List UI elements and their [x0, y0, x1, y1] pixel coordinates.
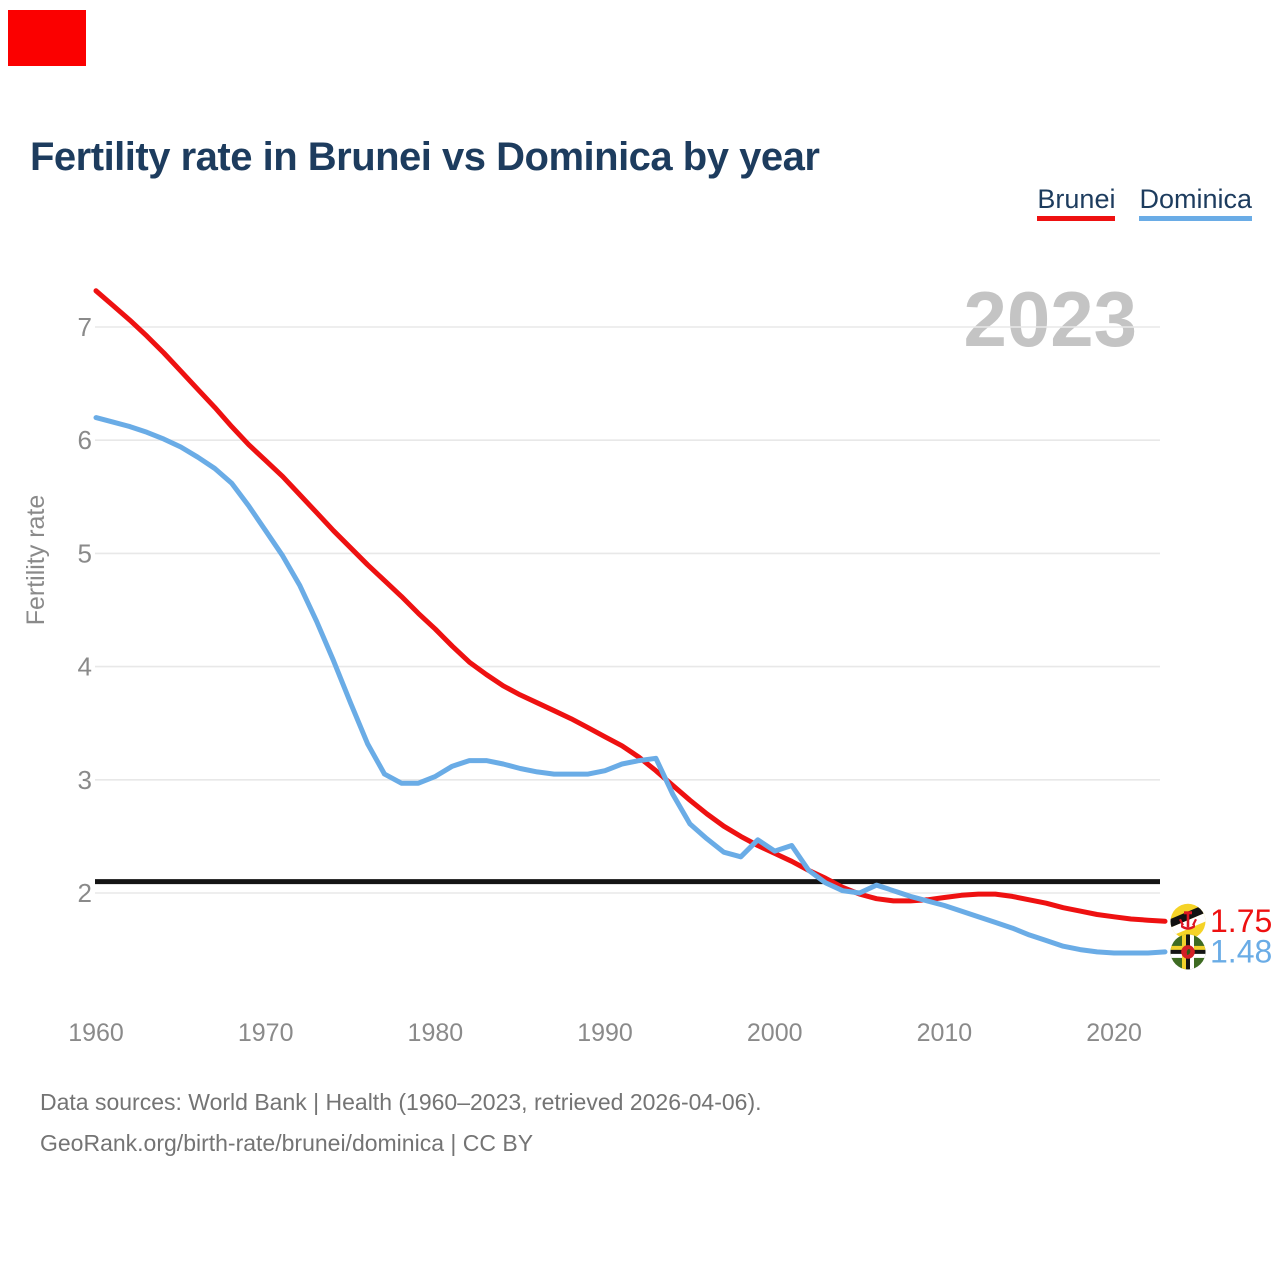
data-source-line1: Data sources: World Bank | Health (1960–…	[40, 1089, 762, 1115]
data-source-line2: GeoRank.org/birth-rate/brunei/dominica |…	[40, 1130, 534, 1156]
legend-item-brunei[interactable]: Brunei	[1037, 184, 1116, 221]
svg-text:2010: 2010	[917, 1019, 973, 1047]
svg-text:7: 7	[78, 312, 92, 342]
dominica-line	[93, 415, 1168, 956]
legend-label-dominica: Dominica	[1139, 184, 1252, 214]
chart-title: Fertility rate in Brunei vs Dominica by …	[30, 134, 820, 179]
svg-text:3: 3	[78, 765, 92, 795]
y-axis-tick-labels: 2 3 4 5 6 7	[78, 312, 92, 908]
legend-item-dominica[interactable]: Dominica	[1139, 186, 1252, 221]
year-watermark: 2023	[963, 275, 1137, 363]
y-axis-title: Fertility rate	[22, 495, 50, 626]
dominica-flag-icon	[1170, 934, 1206, 970]
svg-text:2020: 2020	[1086, 1019, 1142, 1047]
brunei-end-value: 1.75	[1210, 903, 1272, 939]
svg-text:2: 2	[78, 878, 92, 908]
svg-text:4: 4	[78, 652, 92, 682]
data-source: Data sources: World Bank | Health (1960–…	[40, 1082, 762, 1164]
legend-label-brunei: Brunei	[1037, 184, 1116, 214]
brunei-line	[93, 288, 1168, 924]
svg-text:1960: 1960	[68, 1019, 124, 1047]
brunei-flag-icon	[1165, 903, 1211, 939]
x-axis-tick-labels: 1960 1970 1980 1990 2000 2010 2020	[68, 1019, 1142, 1047]
svg-text:5: 5	[78, 538, 92, 568]
gridlines	[95, 326, 1160, 894]
legend: Brunei Dominica	[1037, 186, 1252, 221]
red-highlight-box	[8, 10, 86, 66]
svg-text:6: 6	[78, 425, 92, 455]
svg-text:1970: 1970	[238, 1019, 294, 1047]
dominica-end-value: 1.48	[1210, 933, 1272, 969]
svg-text:2000: 2000	[747, 1019, 803, 1047]
svg-text:1980: 1980	[408, 1019, 464, 1047]
svg-text:1990: 1990	[577, 1019, 633, 1047]
